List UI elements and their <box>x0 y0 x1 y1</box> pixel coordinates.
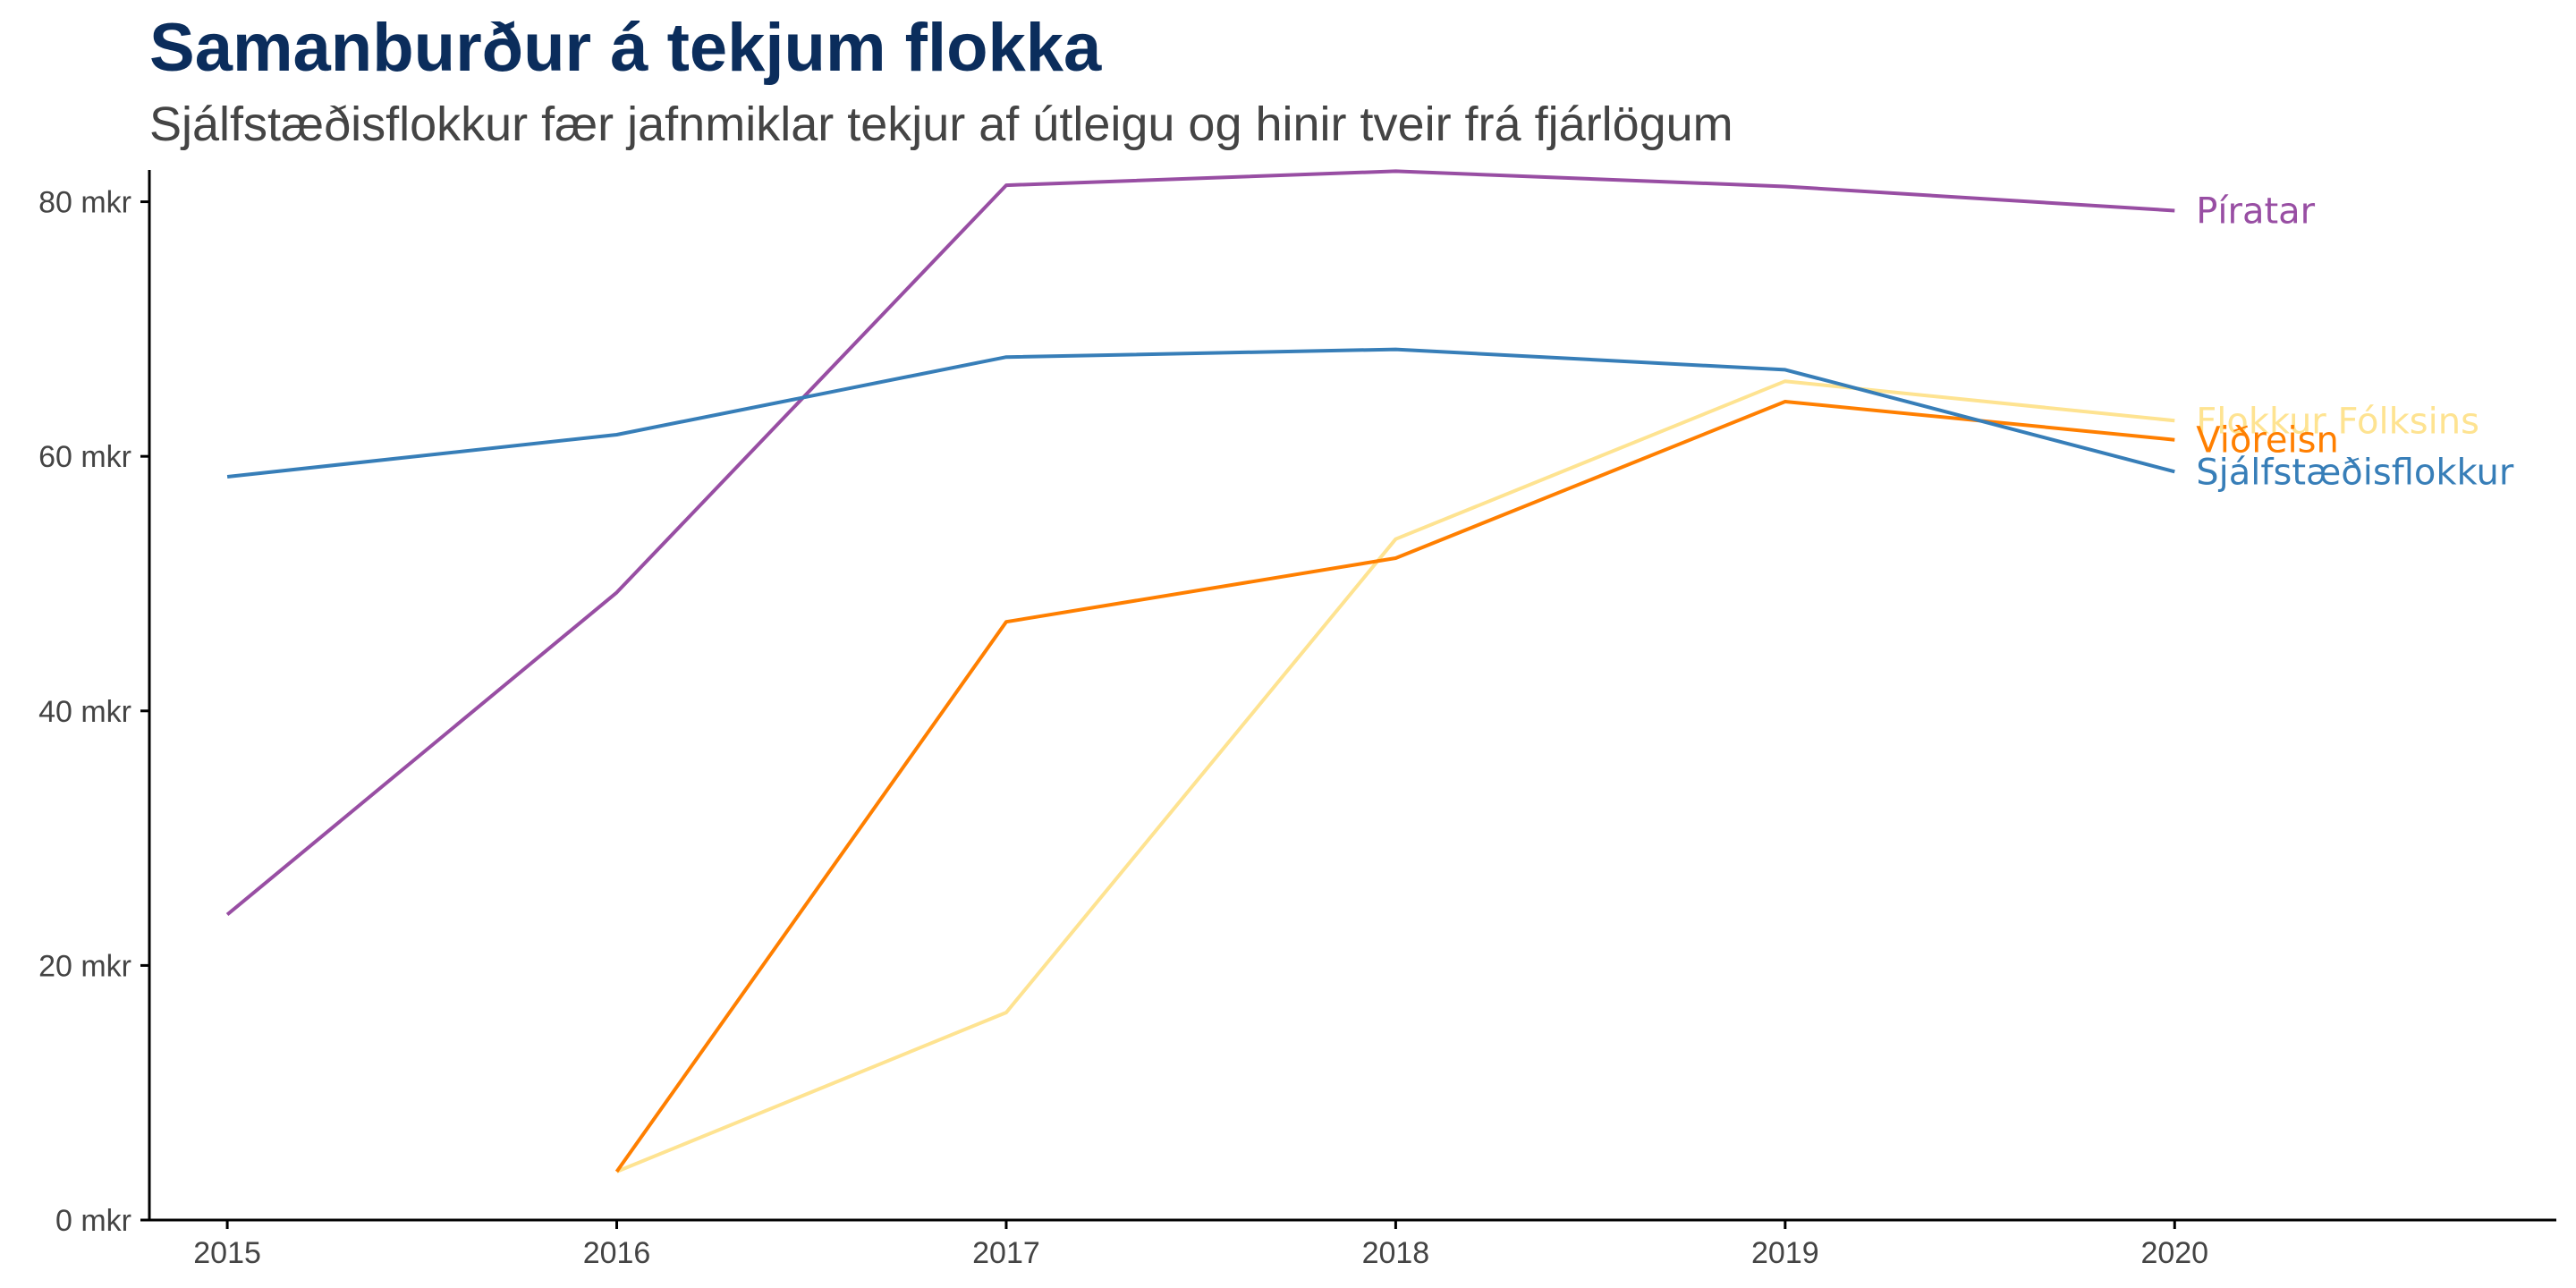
y-tick-label: 40 mkr <box>38 695 131 729</box>
y-tick-label: 0 mkr <box>55 1204 131 1238</box>
series-label-2: Viðreisn <box>2196 420 2339 462</box>
chart-title: Samanburður á tekjum flokka <box>149 10 1102 86</box>
x-tick-label: 2015 <box>193 1236 261 1270</box>
x-tick-label: 2019 <box>1751 1236 1819 1270</box>
x-tick-label: 2020 <box>2140 1236 2208 1270</box>
series-label-0: Píratar <box>2196 191 2315 233</box>
series-line-3 <box>226 347 2175 479</box>
series-line-2 <box>614 400 2175 1174</box>
series-line-0 <box>225 169 2175 917</box>
chart-subtitle: Sjálfstæðisflokkur fær jafnmiklar tekjur… <box>149 97 1733 151</box>
x-tick-label: 2017 <box>972 1236 1040 1270</box>
series-label-3: Sjálfstæðisflokkur <box>2196 452 2514 493</box>
series-label-1: Flokkur Fólksins <box>2196 401 2479 442</box>
x-tick-label: 2016 <box>583 1236 651 1270</box>
y-tick-label: 20 mkr <box>38 949 131 983</box>
series-line-1 <box>615 379 2175 1174</box>
series-lines <box>225 169 2175 1174</box>
x-tick-label: 2018 <box>1362 1236 1430 1270</box>
y-tick-label: 80 mkr <box>38 186 131 220</box>
axes: 0 mkr 20 mkr 40 mkr 60 mkr 80 mkr 2015 2016 201… <box>38 170 2556 1270</box>
series-labels: Píratar Flokkur FólksinsViðreisnSjálfstæð… <box>2196 191 2514 494</box>
y-tick-label: 60 mkr <box>38 440 131 474</box>
